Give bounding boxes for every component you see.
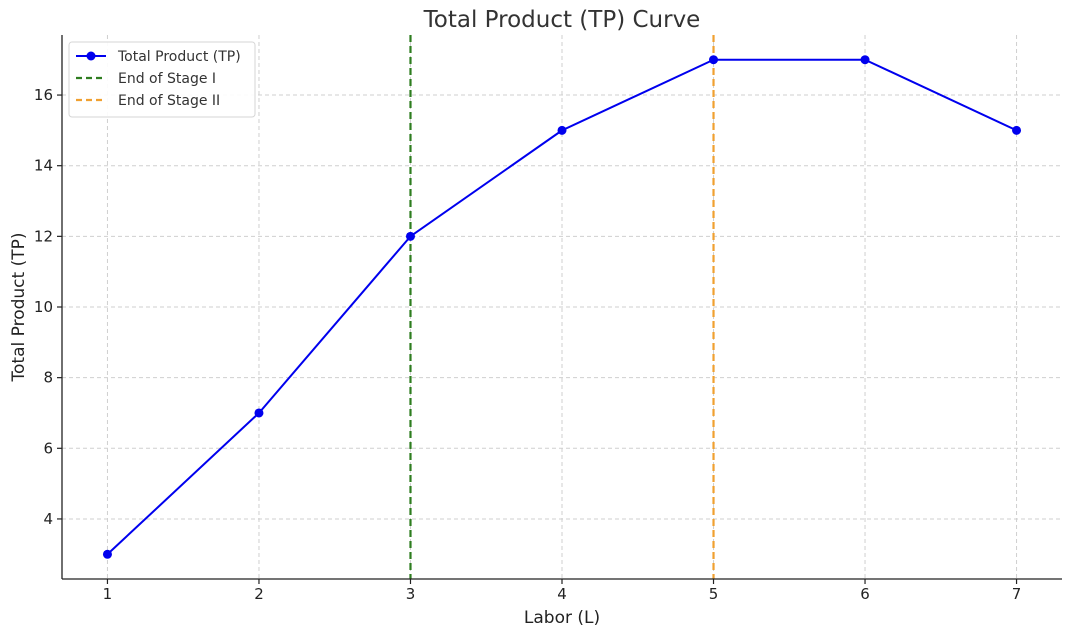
y-tick-label: 8 [43,369,53,387]
y-axis-title: Total Product (TP) [9,233,29,383]
legend-box [68,41,256,118]
data-point [405,231,415,241]
legend-label: End of Stage I [118,71,216,87]
chart-title: Total Product (TP) Curve [423,7,701,33]
stage-lines [409,35,715,579]
x-ticks: 1 2 3 4 5 6 7 [103,579,1022,603]
data-point [254,408,264,418]
legend-item: Total Product (TP) [76,49,241,65]
legend-label: Total Product (TP) [117,49,241,65]
data-point [102,549,112,559]
x-tick-label: 3 [406,585,416,603]
legend-swatch-marker [86,51,96,61]
x-tick-label: 2 [254,585,264,603]
x-tick-label: 5 [709,585,719,603]
legend-item: End of Stage II [76,93,220,109]
x-tick-label: 6 [860,585,870,603]
x-axis-title: Labor (L) [524,608,600,628]
y-tick-label: 12 [34,227,53,245]
y-tick-label: 16 [34,86,53,104]
series-layer [102,55,1022,559]
data-point [709,55,719,65]
y-tick-label: 14 [34,157,53,175]
x-tick-label: 1 [103,585,113,603]
legend: Total Product (TP) End of Stage I End of S… [68,41,256,118]
x-tick-label: 4 [557,585,567,603]
data-point [1012,125,1022,135]
data-point [557,125,567,135]
y-ticks: 4 6 8 10 12 14 16 [34,86,62,528]
data-point [860,55,870,65]
x-tick-label: 7 [1012,585,1022,603]
legend-item: End of Stage I [76,71,216,87]
legend-label: End of Stage II [118,93,220,109]
y-tick-label: 4 [43,510,53,528]
grid [62,35,1062,579]
y-tick-label: 6 [43,439,53,457]
y-tick-label: 10 [34,298,53,316]
